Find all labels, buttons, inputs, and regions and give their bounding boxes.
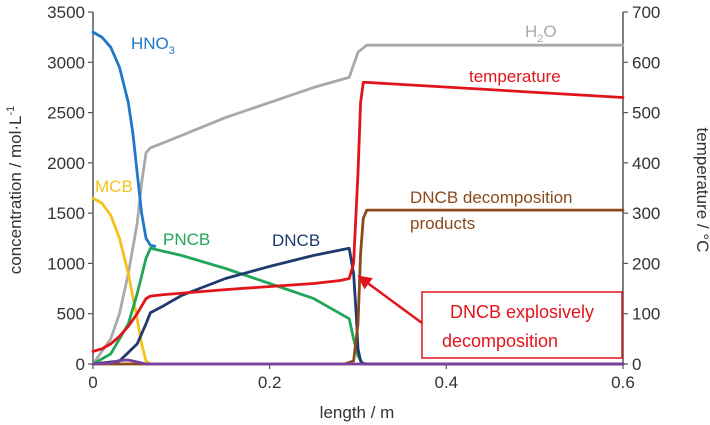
right-tick-label: 300 (632, 204, 660, 223)
right-tick-label: 600 (632, 53, 660, 72)
left-tick-label: 2500 (47, 104, 85, 123)
series-label-temperature: temperature (469, 67, 561, 86)
left-tick-label: 0 (76, 355, 85, 374)
series-label-dncb-decomposition-products-line2: products (410, 214, 475, 233)
series-label-h2o: H2O (525, 22, 557, 45)
series-label-pncb: PNCB (163, 230, 210, 249)
series-label-dncb: DNCB (272, 231, 320, 250)
series-line-temperature (91, 81, 625, 353)
right-tick-label: 500 (632, 104, 660, 123)
annotation-arrow (367, 282, 423, 325)
series-label-mcb: MCB (95, 177, 133, 196)
series-line-h2o (91, 43, 625, 366)
right-tick-label: 100 (632, 305, 660, 324)
x-tick-label: 0.2 (258, 373, 282, 392)
series-line-minor (91, 358, 625, 366)
series-labels: H2O HNO3 MCB PNCB DNCB DNCB decomposition prod… (95, 22, 573, 250)
series-label-hno3: HNO3 (131, 34, 175, 57)
x-axis-label: length / m (320, 403, 395, 422)
left-tick-label: 1000 (47, 254, 85, 273)
left-tick-label: 2000 (47, 154, 85, 173)
annotation-callout: DNCB explosively decomposition (357, 275, 623, 359)
right-tick-label: 200 (632, 254, 660, 273)
right-tick-label: 400 (632, 154, 660, 173)
series-label-dncb-decomposition-products: DNCB decomposition (410, 188, 573, 207)
right-tick-label: 700 (632, 3, 660, 22)
annotation-box (421, 291, 623, 359)
series-line-mcb (91, 196, 152, 366)
left-axis-ticks: 0 500 1000 1500 2000 2500 3000 3500 (47, 3, 93, 374)
left-tick-label: 1500 (47, 204, 85, 223)
x-tick-label: 0.6 (611, 373, 635, 392)
x-axis-ticks: 0 0.2 0.4 0.6 (88, 364, 635, 392)
y-axis-left-label: concentration / mol·L-1 (5, 106, 25, 275)
series-group (91, 30, 625, 366)
annotation-line-2: decomposition (442, 331, 558, 351)
x-tick-label: 0.4 (435, 373, 459, 392)
series-line-hno3 (91, 30, 157, 248)
right-axis-ticks: 0 100 200 300 400 500 600 700 (623, 3, 660, 374)
left-tick-label: 500 (57, 305, 85, 324)
right-tick-label: 0 (632, 355, 641, 374)
left-tick-label: 3500 (47, 3, 85, 22)
annotation-line-1: DNCB explosively (450, 302, 594, 322)
y-axis-right-label: temperature / °C (693, 128, 710, 253)
series-line-dncb (91, 246, 625, 366)
x-tick-label: 0 (88, 373, 97, 392)
annotation-arrowhead (357, 275, 373, 290)
left-tick-label: 3000 (47, 53, 85, 72)
